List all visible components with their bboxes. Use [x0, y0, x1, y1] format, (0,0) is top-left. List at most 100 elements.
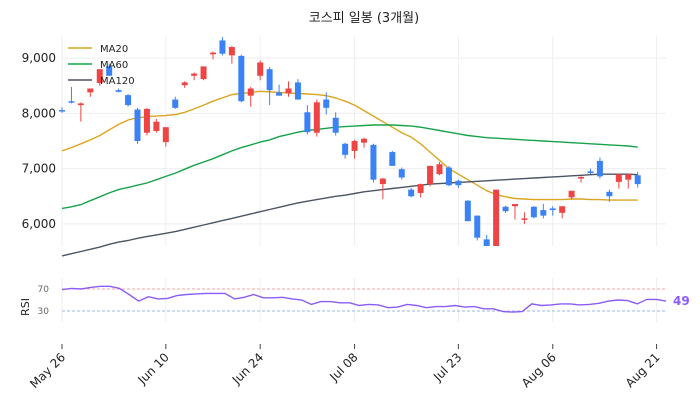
legend-label-ma120: MA120: [100, 76, 135, 87]
candle: [408, 187, 415, 198]
candle: [540, 204, 547, 219]
candle-body: [615, 174, 622, 182]
candle: [77, 102, 84, 122]
candle-body: [59, 110, 65, 112]
moving-average-layer: [61, 90, 638, 257]
candle-body: [181, 82, 188, 86]
candle: [323, 92, 330, 115]
candlestick-layer: [59, 37, 641, 246]
candle: [162, 127, 169, 147]
candle: [625, 174, 632, 189]
candle-body: [483, 239, 490, 246]
candle-body: [257, 62, 264, 76]
chart-title: 코스피 일봉 (3개월): [309, 11, 419, 26]
candle-body: [134, 109, 141, 141]
candle: [172, 96, 179, 109]
rsi-panel: 30 70 RSI 49: [19, 285, 690, 317]
candle: [512, 204, 518, 220]
candle-body: [427, 165, 434, 185]
candle-body: [408, 189, 415, 197]
candle: [210, 51, 216, 60]
candle-body: [115, 90, 122, 92]
rsi-axis-label: RSI: [19, 298, 32, 316]
x-tick-label: Jun 24: [229, 350, 266, 387]
candle: [96, 69, 103, 86]
candle: [474, 215, 481, 241]
candle-body: [370, 144, 377, 180]
candle: [115, 88, 122, 93]
candle-body: [351, 141, 358, 151]
candle-body: [634, 175, 641, 185]
candle: [294, 79, 301, 100]
candle-body: [493, 189, 500, 246]
candle: [568, 190, 575, 200]
candle: [304, 105, 311, 135]
candle-body: [210, 52, 216, 55]
candle-body: [512, 204, 518, 207]
candle: [285, 81, 292, 97]
x-axis: May 26 Jun 10 Jun 24 Jul 08 Jul 23 Aug 06 Aug …: [27, 343, 666, 391]
x-tick-label: Jun 10: [135, 350, 172, 387]
candle-body: [172, 99, 179, 108]
candle: [153, 118, 160, 133]
candle: [549, 206, 556, 216]
candle: [332, 112, 339, 136]
candle: [238, 54, 245, 103]
candle: [502, 205, 509, 213]
ma60-line: [61, 124, 638, 210]
candle-body: [436, 164, 443, 175]
rsi-tick-label: 70: [38, 285, 50, 295]
candle-body: [398, 169, 405, 178]
candle-body: [200, 66, 207, 80]
candle: [521, 212, 528, 224]
candle: [266, 66, 273, 106]
candle: [68, 86, 75, 104]
candle-body: [266, 69, 273, 91]
rsi-last-value: 49: [673, 294, 690, 308]
candle-body: [361, 138, 367, 143]
candle: [596, 157, 603, 179]
price-tick-label: 7,000: [22, 162, 56, 176]
candle-body: [238, 55, 245, 102]
candle: [464, 200, 471, 222]
candle: [200, 66, 207, 81]
candle-body: [606, 191, 613, 197]
candle-body: [540, 210, 547, 216]
candle-body: [568, 190, 575, 198]
candle: [389, 150, 396, 166]
candle: [634, 171, 641, 188]
candle: [606, 189, 613, 202]
candle-body: [587, 171, 594, 174]
candle: [247, 86, 254, 107]
candle: [313, 99, 320, 137]
candle-body: [228, 47, 235, 56]
candle: [417, 183, 424, 198]
candle-body: [578, 176, 585, 179]
candle: [125, 94, 132, 107]
candle: [493, 189, 500, 246]
candle-body: [625, 174, 632, 180]
legend-label-ma20: MA20: [100, 44, 128, 55]
candle: [219, 37, 226, 56]
candle-body: [389, 152, 396, 166]
candle: [445, 165, 452, 187]
candle: [351, 139, 358, 159]
candle-body: [143, 108, 150, 133]
candle-body: [276, 92, 283, 96]
legend-label-ma60: MA60: [100, 60, 128, 71]
x-tick-label: Jul 08: [326, 350, 360, 384]
candle: [436, 162, 443, 176]
candle-body: [530, 206, 537, 218]
candle-body: [219, 40, 226, 54]
candle: [106, 63, 113, 76]
candle-body: [596, 160, 603, 177]
x-tick-label: Aug 06: [519, 350, 559, 390]
candle-body: [191, 73, 198, 76]
candle-body: [125, 95, 132, 106]
candle-body: [332, 117, 339, 133]
candle: [587, 168, 594, 175]
candle-body: [549, 208, 556, 211]
candle: [87, 88, 94, 97]
candle: [559, 206, 566, 219]
